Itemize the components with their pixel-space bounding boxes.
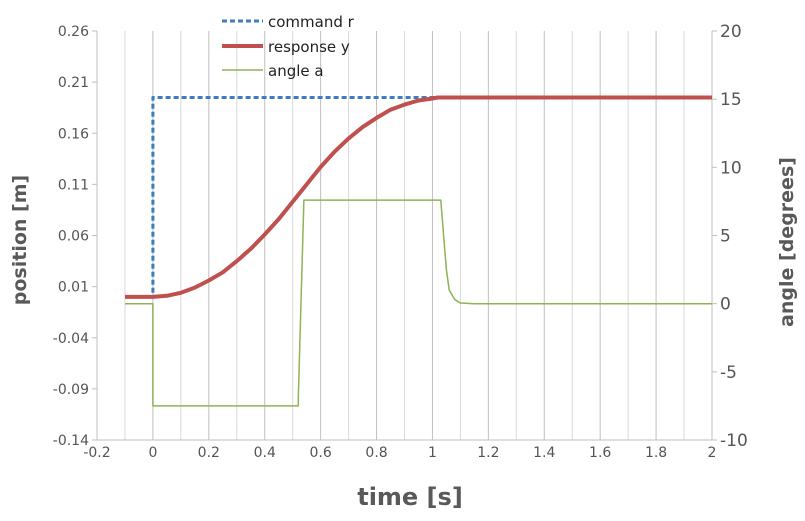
x-tick-label: 0 bbox=[148, 445, 157, 461]
left-y-tick-label: 0.06 bbox=[58, 229, 89, 245]
left-y-tick-label: 0.11 bbox=[58, 177, 89, 193]
x-tick-label: 2 bbox=[708, 445, 717, 461]
left-y-tick-labels: 0.26 0.21 0.16 0.11 0.06 0.01 -0.04 -0.09 -0.14 bbox=[53, 24, 97, 449]
legend-label-angle-a: angle a bbox=[268, 62, 324, 80]
left-y-tick-label: -0.09 bbox=[53, 382, 89, 398]
left-y-tick-label: 0.26 bbox=[58, 24, 89, 40]
right-y-tick-labels: 20 15 10 5 0 -5 -10 bbox=[712, 22, 748, 451]
right-y-tick-label: 20 bbox=[720, 22, 742, 42]
right-y-tick-label: 10 bbox=[720, 158, 742, 178]
left-y-tick-label: 0.16 bbox=[58, 126, 89, 142]
series-line-command-r bbox=[125, 96, 712, 299]
left-y-tick-label: 0.01 bbox=[58, 280, 89, 296]
legend: command r response y angle a bbox=[222, 13, 355, 80]
right-y-tick-label: -10 bbox=[720, 431, 748, 451]
x-tick-label: 1.6 bbox=[589, 445, 611, 461]
right-y-tick-label: 5 bbox=[720, 227, 731, 247]
legend-label-command-r: command r bbox=[268, 13, 355, 31]
x-tick-label: 0.6 bbox=[310, 445, 332, 461]
x-tick-label: 1.8 bbox=[645, 445, 667, 461]
series-line-angle-a bbox=[125, 199, 712, 407]
x-tick-label: 0.8 bbox=[365, 445, 387, 461]
x-tick-label: 0.2 bbox=[198, 445, 220, 461]
series-lines bbox=[125, 95, 712, 407]
series-line-response-y bbox=[125, 95, 712, 299]
x-tick-labels: -0.2 0 0.2 0.4 0.6 0.8 1 1.2 1.4 1.6 1.8 2 bbox=[83, 445, 716, 461]
right-y-tick-label: -5 bbox=[720, 363, 737, 383]
legend-label-response-y: response y bbox=[268, 38, 350, 56]
left-y-tick-label: -0.14 bbox=[53, 433, 89, 449]
right-y-axis-title: angle [degrees] bbox=[776, 157, 798, 327]
x-axis-title: time [s] bbox=[357, 483, 463, 511]
x-tick-label: 1.4 bbox=[533, 445, 555, 461]
x-tick-label: 0.4 bbox=[254, 445, 276, 461]
x-tick-label: 1 bbox=[428, 445, 437, 461]
x-tick-label: -0.2 bbox=[83, 445, 110, 461]
left-y-axis-title: position [m] bbox=[9, 175, 31, 305]
left-y-tick-label: 0.21 bbox=[58, 75, 89, 91]
x-tick-label: 1.2 bbox=[477, 445, 499, 461]
right-y-tick-label: 15 bbox=[720, 90, 742, 110]
right-y-tick-label: 0 bbox=[720, 295, 731, 315]
left-y-tick-label: -0.04 bbox=[53, 331, 89, 347]
vertical-gridlines bbox=[96, 31, 713, 440]
